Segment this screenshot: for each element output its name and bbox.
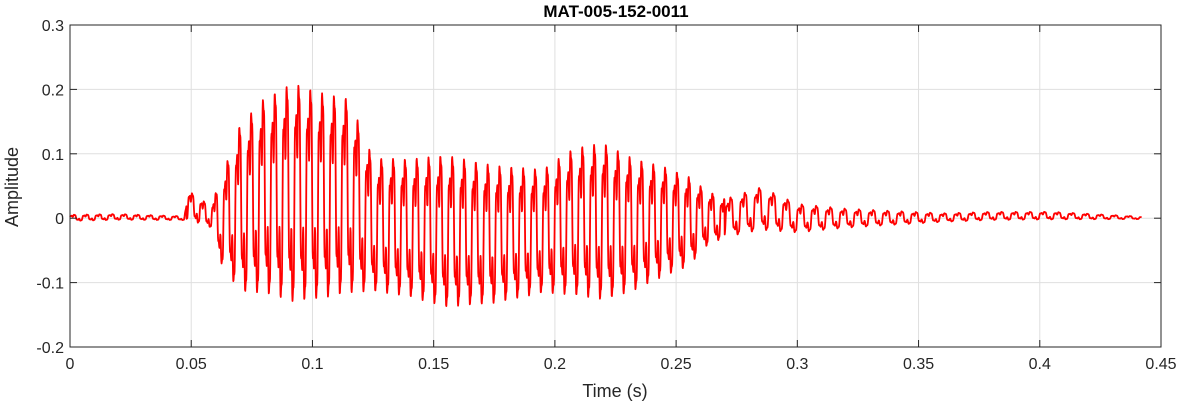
y-tick-label: -0.2 <box>36 340 64 357</box>
axis-ticks <box>69 24 1162 348</box>
chart-title: MAT-005-152-0011 <box>543 2 688 21</box>
y-tick-label: 0.1 <box>42 147 64 164</box>
x-tick-label: 0.15 <box>418 356 449 373</box>
x-tick-label: 0.2 <box>544 356 566 373</box>
x-tick-label: 0.35 <box>903 356 934 373</box>
x-tick-label: 0.25 <box>661 356 692 373</box>
x-tick-label: 0.3 <box>786 356 808 373</box>
x-tick-label: 0.4 <box>1029 356 1051 373</box>
x-axis-label: Time (s) <box>582 381 647 401</box>
y-tick-label: 0.3 <box>42 18 64 35</box>
waveform-series-line <box>69 84 1143 307</box>
plot-frame <box>69 24 1162 348</box>
x-tick-label: 0.45 <box>1145 356 1176 373</box>
x-tick-label: 0.1 <box>301 356 323 373</box>
y-tick-label: 0 <box>55 211 64 228</box>
y-axis-tick-labels: -0.2 -0.1 0 0.1 0.2 0.3 <box>36 18 64 357</box>
y-tick-label: -0.1 <box>36 276 64 293</box>
x-tick-label: 0 <box>66 356 75 373</box>
y-axis-label: Amplitude <box>2 147 22 227</box>
x-axis-tick-labels: 0 0.05 0.1 0.15 0.2 0.25 0.3 0.35 0.4 0.45 <box>66 356 1177 373</box>
y-tick-label: 0.2 <box>42 82 64 99</box>
x-tick-label: 0.05 <box>176 356 207 373</box>
